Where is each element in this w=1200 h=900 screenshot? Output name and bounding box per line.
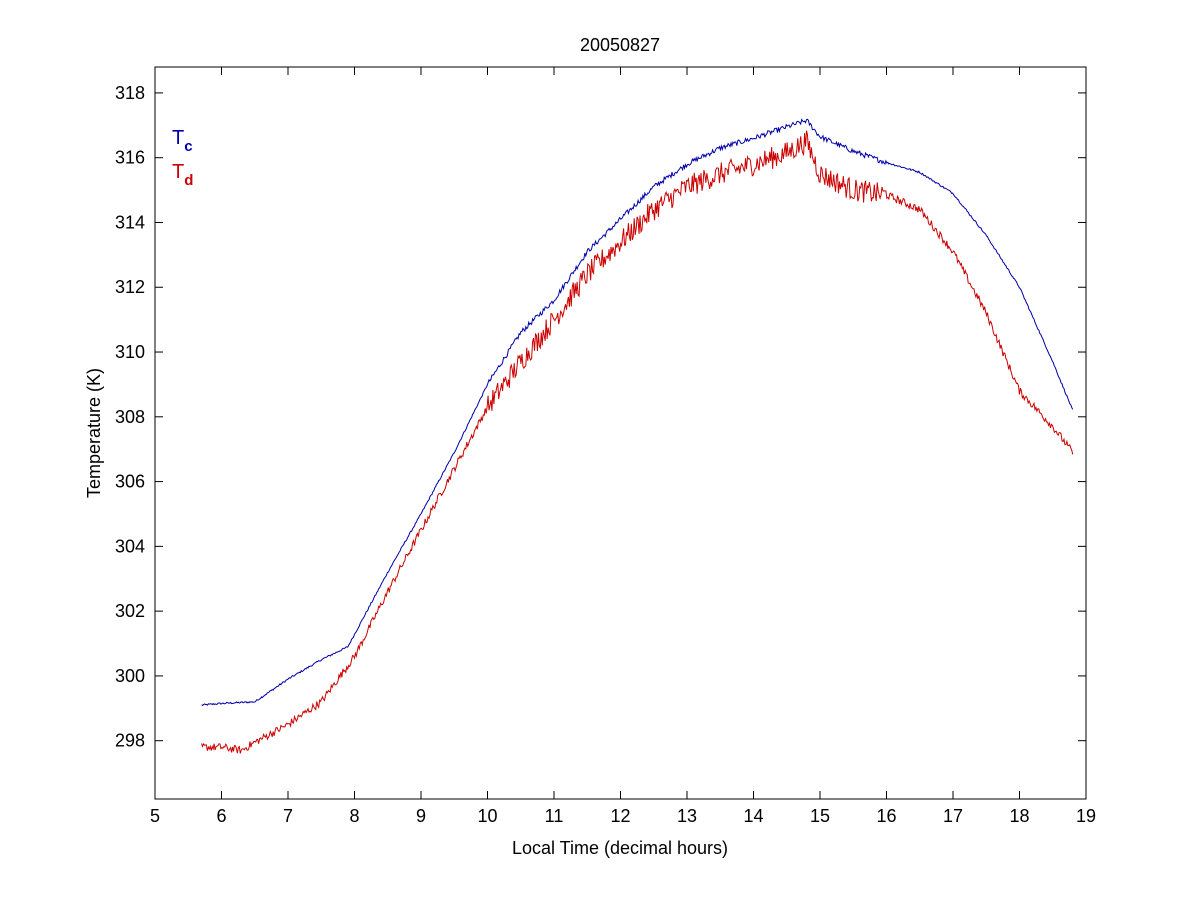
legend-entry: Tc (172, 127, 193, 155)
y-tick-label: 298 (115, 731, 145, 751)
x-tick-label: 17 (943, 806, 963, 826)
x-tick-label: 13 (677, 806, 697, 826)
x-tick-label: 19 (1076, 806, 1096, 826)
y-tick-label: 312 (115, 277, 145, 297)
x-tick-label: 5 (150, 806, 160, 826)
x-tick-label: 10 (477, 806, 497, 826)
y-tick-label: 318 (115, 83, 145, 103)
y-tick-label: 302 (115, 601, 145, 621)
y-tick-label: 314 (115, 212, 145, 232)
y-tick-label: 300 (115, 666, 145, 686)
x-axis: 5 6 7 8 9 10 11 12 13 14 15 16 17 18 19 (150, 67, 1096, 826)
x-tick-label: 15 (810, 806, 830, 826)
x-tick-label: 16 (876, 806, 896, 826)
chart-title: 20050827 (580, 35, 660, 55)
x-tick-label: 18 (1009, 806, 1029, 826)
plot-area (154, 66, 1087, 800)
y-tick-label: 310 (115, 342, 145, 362)
x-tick-label: 12 (610, 806, 630, 826)
y-tick-label: 304 (115, 536, 145, 556)
series-line-Td (201, 130, 1074, 754)
x-tick-label: 6 (216, 806, 226, 826)
series-layer (201, 118, 1074, 754)
y-axis: 298 300 302 304 306 308 310 312 314 316 318 (115, 83, 1086, 751)
legend: Tc Td (172, 127, 193, 189)
x-tick-label: 8 (349, 806, 359, 826)
y-tick-label: 316 (115, 148, 145, 168)
y-tick-label: 308 (115, 407, 145, 427)
x-axis-label: Local Time (decimal hours) (512, 838, 728, 858)
x-tick-label: 11 (545, 806, 564, 826)
x-tick-label: 9 (416, 806, 426, 826)
y-axis-label: Temperature (K) (84, 368, 104, 498)
x-tick-label: 14 (743, 806, 763, 826)
series-line-Tc (201, 118, 1074, 706)
y-tick-label: 306 (115, 472, 145, 492)
legend-entry: Td (172, 161, 193, 189)
x-tick-label: 7 (283, 806, 293, 826)
